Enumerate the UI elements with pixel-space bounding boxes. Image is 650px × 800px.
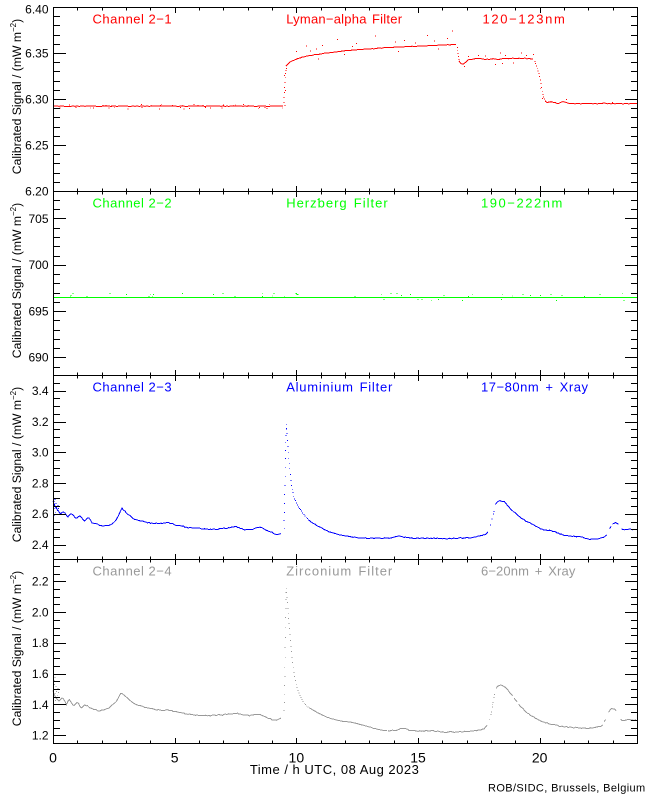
svg-text:Zirconium Filter: Zirconium Filter	[286, 564, 393, 579]
svg-text:6.40: 6.40	[25, 3, 49, 17]
svg-text:3.0: 3.0	[32, 446, 49, 460]
svg-text:Time / h UTC, 08 Aug 2023: Time / h UTC, 08 Aug 2023	[250, 762, 420, 777]
svg-text:6.20: 6.20	[25, 184, 49, 198]
svg-text:15: 15	[410, 750, 426, 766]
svg-text:ROB/SIDC, Brussels, Belgium: ROB/SIDC, Brussels, Belgium	[488, 782, 646, 794]
svg-text:Calibrated Signal / (mW m−2): Calibrated Signal / (mW m−2)	[9, 203, 24, 358]
svg-text:120−123nm: 120−123nm	[483, 12, 567, 27]
svg-text:2.8: 2.8	[32, 476, 49, 490]
svg-text:20: 20	[532, 750, 548, 766]
svg-text:705: 705	[28, 212, 48, 226]
svg-text:Channel 2−3: Channel 2−3	[93, 380, 173, 395]
svg-text:1.8: 1.8	[32, 636, 49, 650]
svg-text:2.2: 2.2	[32, 575, 49, 589]
svg-text:Channel 2−1: Channel 2−1	[93, 12, 173, 27]
svg-text:1.6: 1.6	[32, 667, 49, 681]
svg-text:5: 5	[171, 750, 179, 766]
svg-text:6.35: 6.35	[25, 46, 49, 60]
svg-text:190−222nm: 190−222nm	[481, 196, 564, 211]
svg-text:0: 0	[49, 750, 57, 766]
svg-text:695: 695	[28, 304, 48, 318]
svg-text:2.6: 2.6	[32, 507, 49, 521]
svg-text:Herzberg Filter: Herzberg Filter	[286, 196, 388, 211]
svg-text:3.4: 3.4	[32, 384, 49, 398]
svg-text:Calibrated Signal / (mW m−2): Calibrated Signal / (mW m−2)	[9, 19, 24, 174]
svg-text:1.2: 1.2	[32, 729, 49, 743]
svg-text:Calibrated Signal / (mW m−2): Calibrated Signal / (mW m−2)	[9, 387, 24, 542]
svg-text:1.4: 1.4	[32, 698, 49, 712]
svg-text:Aluminium Filter: Aluminium Filter	[286, 380, 393, 395]
svg-text:6.25: 6.25	[25, 138, 49, 152]
svg-text:6−20nm + Xray: 6−20nm + Xray	[481, 564, 576, 579]
svg-text:700: 700	[28, 258, 48, 272]
svg-text:Calibrated Signal / (mW m−2): Calibrated Signal / (mW m−2)	[9, 571, 24, 726]
svg-text:2.4: 2.4	[32, 538, 49, 552]
svg-text:3.2: 3.2	[32, 415, 49, 429]
svg-text:17−80nm + Xray: 17−80nm + Xray	[481, 380, 589, 395]
svg-text:Channel 2−4: Channel 2−4	[93, 564, 173, 579]
svg-text:2.0: 2.0	[32, 605, 49, 619]
svg-text:Lyman−alpha Filter: Lyman−alpha Filter	[286, 12, 403, 27]
svg-text:Channel 2−2: Channel 2−2	[93, 196, 173, 211]
svg-text:690: 690	[28, 351, 48, 365]
svg-text:6.30: 6.30	[25, 92, 49, 106]
svg-text:10: 10	[289, 750, 305, 766]
